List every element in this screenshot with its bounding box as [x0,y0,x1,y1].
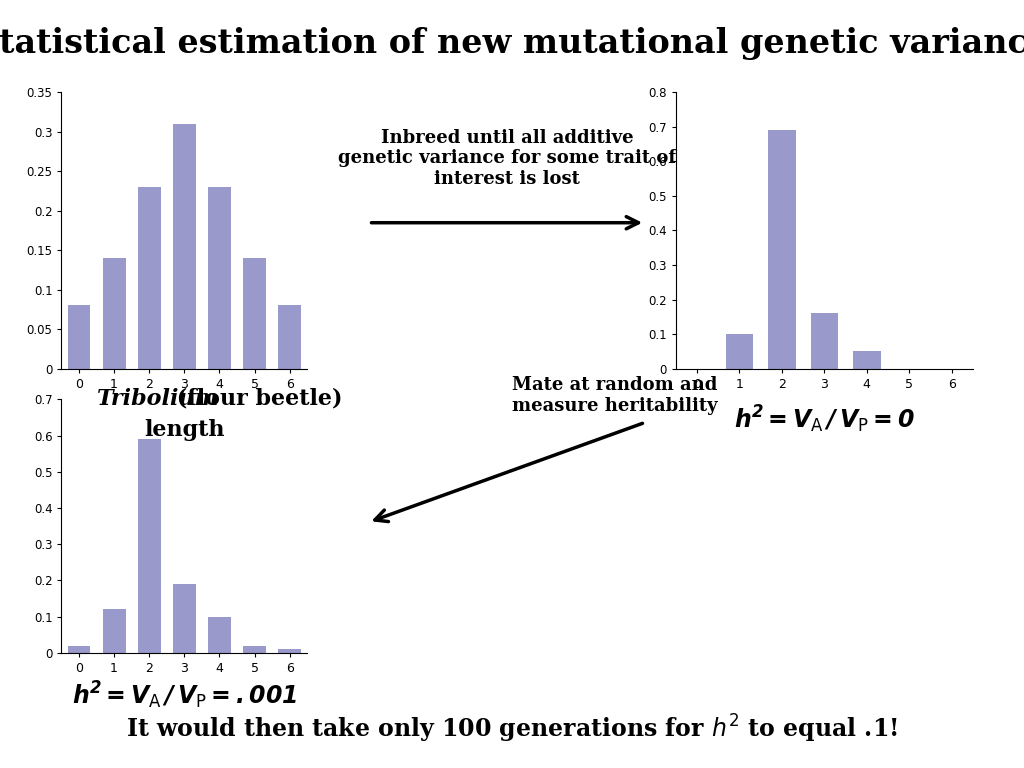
Bar [768,130,796,369]
Text: $\bfit{h}^2 = \bfit{V}_{\rm A}\,/\,\bfit{V}_{\rm P} = 0$: $\bfit{h}^2 = \bfit{V}_{\rm A}\,/\,\bfit… [734,403,914,435]
Bar [279,649,301,653]
Bar [208,187,230,369]
Text: length: length [144,419,224,441]
Bar [102,258,126,369]
Text: Tribolium: Tribolium [97,388,219,410]
Bar [138,187,161,369]
Bar [243,646,266,653]
Bar [853,352,881,369]
Bar [138,439,161,653]
Bar [726,334,754,369]
Text: It would then take only 100 generations for $h^2$ to equal .1!: It would then take only 100 generations … [126,713,898,745]
Text: Inbreed until all additive
genetic variance for some trait of
interest is lost: Inbreed until all additive genetic varia… [338,128,676,188]
Text: (flour beetle): (flour beetle) [169,388,342,410]
Bar [208,617,230,653]
Text: Statistical estimation of new mutational genetic variance: Statistical estimation of new mutational… [0,27,1024,60]
Bar [279,306,301,369]
Text: $\bfit{h}^2 = \bfit{V}_{\rm A}\,/\,\bfit{V}_{\rm P} = .001$: $\bfit{h}^2 = \bfit{V}_{\rm A}\,/\,\bfit… [72,680,297,711]
Bar [173,124,196,369]
Text: Mate at random and
measure heritability: Mate at random and measure heritability [512,376,717,415]
Bar [811,313,838,369]
Bar [102,609,126,653]
Bar [173,584,196,653]
Bar [243,258,266,369]
Bar [68,646,90,653]
Bar [68,306,90,369]
